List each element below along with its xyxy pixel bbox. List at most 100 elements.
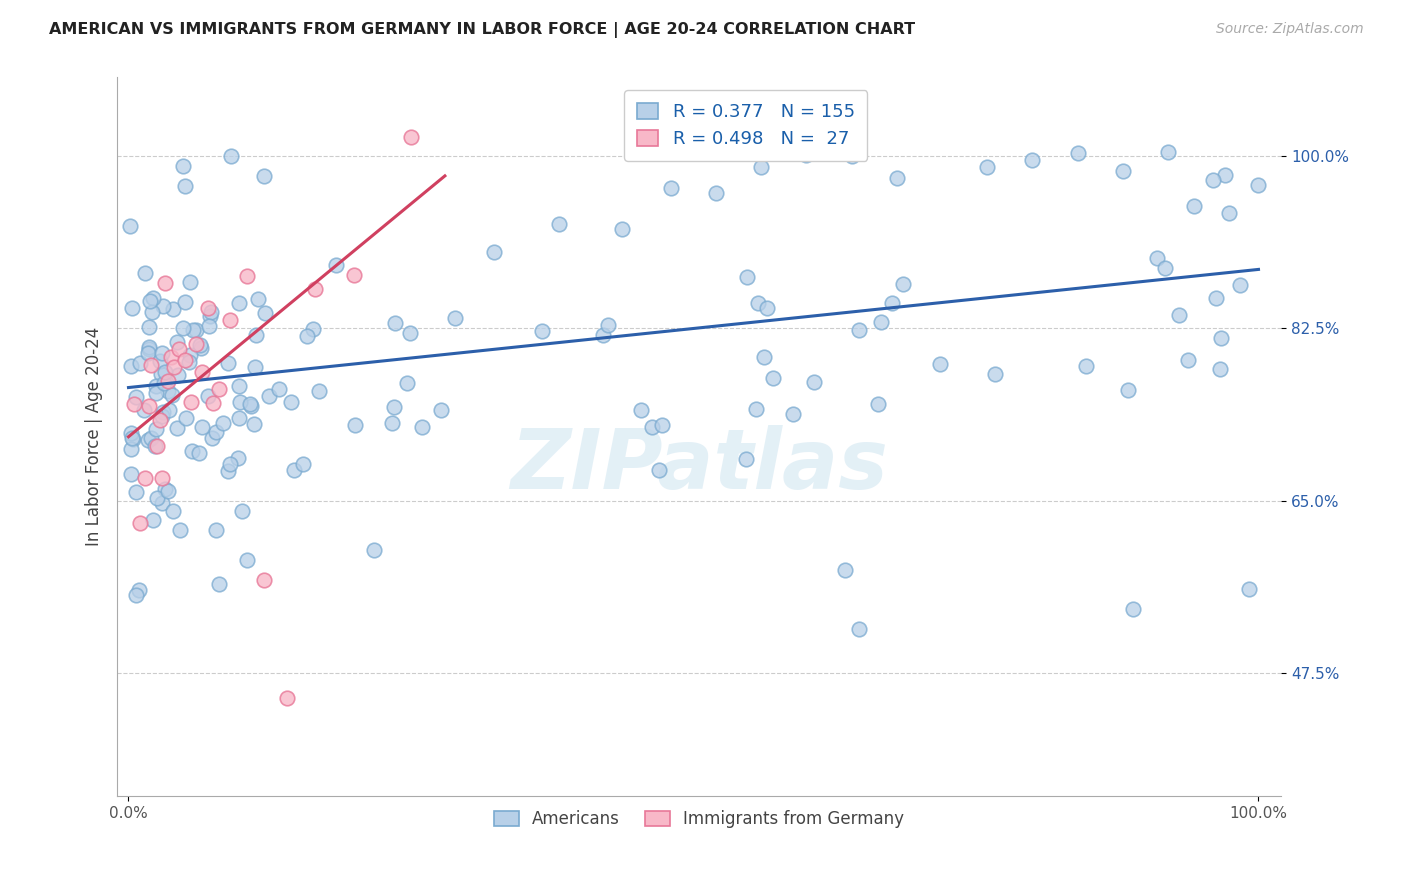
Point — [120, 467, 142, 482]
Point — [803, 375, 825, 389]
Point — [155, 483, 177, 497]
Point — [243, 417, 266, 431]
Point — [122, 397, 145, 411]
Point — [136, 433, 159, 447]
Point — [756, 301, 779, 315]
Point — [121, 301, 143, 315]
Point — [253, 169, 276, 183]
Point — [186, 323, 208, 337]
Point — [145, 439, 167, 453]
Point — [191, 365, 214, 379]
Point — [735, 270, 758, 285]
Point — [149, 354, 172, 368]
Point — [384, 316, 406, 330]
Point — [162, 301, 184, 316]
Point — [796, 148, 818, 162]
Point — [297, 329, 319, 343]
Point — [138, 340, 160, 354]
Point — [343, 268, 366, 282]
Legend: Americans, Immigrants from Germany: Americans, Immigrants from Germany — [488, 803, 911, 835]
Point — [172, 321, 194, 335]
Point — [150, 367, 173, 381]
Point — [304, 282, 326, 296]
Point — [399, 326, 422, 340]
Point — [1247, 178, 1270, 192]
Point — [292, 457, 315, 471]
Point — [302, 322, 325, 336]
Point — [276, 690, 298, 705]
Point — [482, 245, 505, 260]
Point — [139, 431, 162, 445]
Point — [124, 485, 146, 500]
Text: ZIPatlas: ZIPatlas — [510, 425, 889, 506]
Point — [1112, 164, 1135, 178]
Point — [308, 384, 330, 398]
Point — [229, 395, 252, 409]
Point — [219, 149, 242, 163]
Point — [121, 430, 143, 444]
Point — [120, 425, 142, 440]
Point — [205, 523, 228, 537]
Point — [1205, 291, 1227, 305]
Point — [231, 503, 253, 517]
Point — [1167, 308, 1189, 322]
Point — [886, 170, 908, 185]
Point — [186, 337, 208, 351]
Point — [134, 402, 156, 417]
Point — [120, 359, 142, 373]
Point — [160, 388, 183, 402]
Point — [181, 323, 204, 337]
Point — [172, 159, 194, 173]
Point — [1209, 362, 1232, 376]
Point — [1021, 153, 1043, 168]
Point — [735, 451, 758, 466]
Point — [630, 402, 652, 417]
Point — [125, 390, 148, 404]
Point — [247, 292, 270, 306]
Point — [395, 376, 418, 391]
Point — [174, 295, 197, 310]
Point — [983, 367, 1005, 381]
Point — [157, 403, 180, 417]
Point — [197, 301, 219, 315]
Point — [870, 315, 893, 329]
Point — [128, 583, 150, 598]
Point — [612, 222, 634, 236]
Point — [243, 360, 266, 375]
Point — [1076, 359, 1098, 374]
Point — [145, 378, 167, 392]
Point — [236, 268, 259, 283]
Point — [598, 318, 620, 333]
Point — [704, 186, 727, 201]
Point — [1122, 602, 1144, 616]
Point — [1218, 206, 1240, 220]
Point — [142, 513, 165, 527]
Point — [197, 389, 219, 403]
Point — [217, 464, 239, 478]
Point — [866, 397, 889, 411]
Point — [169, 342, 191, 356]
Point — [1116, 383, 1139, 397]
Point — [156, 384, 179, 399]
Point — [212, 416, 235, 430]
Point — [363, 543, 385, 558]
Point — [200, 310, 222, 324]
Point — [138, 320, 160, 334]
Point — [177, 354, 200, 368]
Text: Source: ZipAtlas.com: Source: ZipAtlas.com — [1216, 22, 1364, 37]
Point — [253, 306, 276, 320]
Point — [204, 425, 226, 439]
Point — [120, 442, 142, 456]
Point — [152, 299, 174, 313]
Point — [174, 411, 197, 425]
Point — [1177, 353, 1199, 368]
Point — [145, 422, 167, 436]
Point — [754, 350, 776, 364]
Point — [548, 218, 571, 232]
Point — [120, 219, 142, 234]
Point — [848, 323, 870, 337]
Point — [228, 411, 250, 425]
Point — [848, 622, 870, 636]
Point — [219, 457, 242, 471]
Point — [198, 318, 221, 333]
